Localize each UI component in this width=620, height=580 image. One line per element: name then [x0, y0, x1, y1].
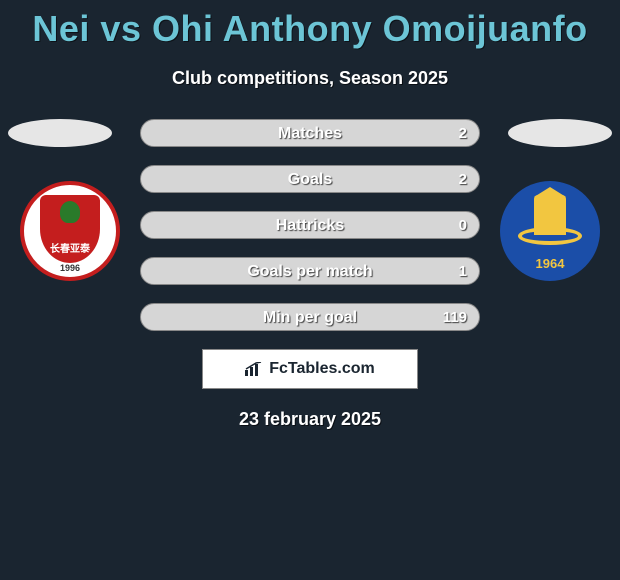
- date-label: 23 february 2025: [0, 409, 620, 430]
- bar-chart-icon: [245, 362, 263, 376]
- stat-right-value: 119: [443, 304, 467, 332]
- player-avatar-left-placeholder: [8, 119, 112, 147]
- player-avatar-right-placeholder: [508, 119, 612, 147]
- stat-right-value: 2: [459, 166, 467, 194]
- ring-icon: [518, 227, 582, 245]
- stat-label: Matches: [141, 120, 479, 148]
- club-badge-left: 长春亚泰 1996: [20, 181, 120, 281]
- stat-right-value: 1: [459, 258, 467, 286]
- stat-label: Hattricks: [141, 212, 479, 240]
- stat-right-value: 2: [459, 120, 467, 148]
- branding-box: FcTables.com: [202, 349, 418, 389]
- stat-label: Goals per match: [141, 258, 479, 286]
- stat-label: Min per goal: [141, 304, 479, 332]
- club-right-year: 1964: [500, 256, 600, 271]
- stat-right-value: 0: [459, 212, 467, 240]
- stat-bars: Matches 2 Goals 2 Hattricks 0 Goals per …: [140, 119, 480, 331]
- page-title: Nei vs Ohi Anthony Omoijuanfo: [0, 0, 620, 50]
- stat-bar: Hattricks 0: [140, 211, 480, 239]
- subtitle: Club competitions, Season 2025: [0, 68, 620, 89]
- branding-text: FcTables.com: [269, 360, 375, 378]
- stat-bar: Matches 2: [140, 119, 480, 147]
- stat-bar: Goals 2: [140, 165, 480, 193]
- club-left-year: 1996: [24, 263, 116, 273]
- stat-label: Goals: [141, 166, 479, 194]
- stat-bar: Goals per match 1: [140, 257, 480, 285]
- club-badge-right: 1964: [500, 181, 600, 281]
- comparison-panel: 长春亚泰 1996 1964 Matches 2 Goals 2 Hattric…: [0, 119, 620, 430]
- stat-bar: Min per goal 119: [140, 303, 480, 331]
- club-left-text: 长春亚泰: [24, 240, 116, 255]
